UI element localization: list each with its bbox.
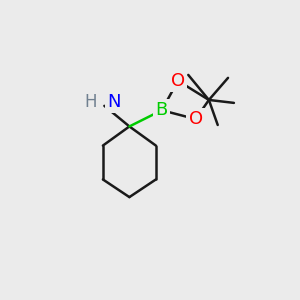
Text: B: B [156,101,168,119]
Text: O: O [189,110,203,128]
Text: O: O [171,72,185,90]
Text: N: N [107,93,121,111]
Text: H: H [85,93,97,111]
